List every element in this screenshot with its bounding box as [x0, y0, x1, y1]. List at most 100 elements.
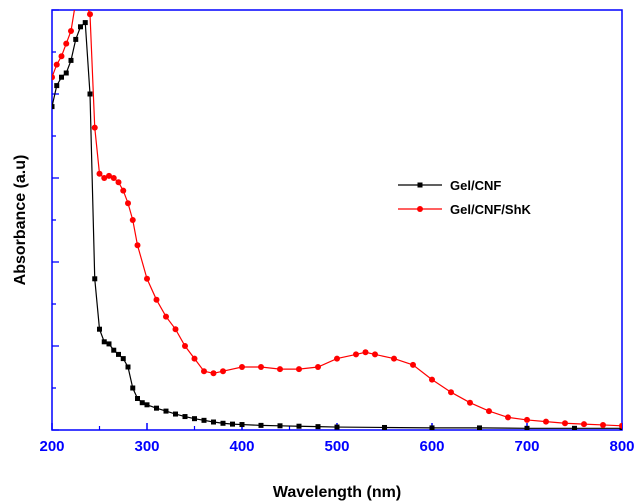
- data-point: [524, 425, 530, 430]
- series-line: [52, 10, 622, 427]
- data-point: [210, 370, 217, 377]
- data-point: [600, 421, 606, 428]
- data-point: [334, 355, 340, 362]
- x-axis-title: Wavelength (nm): [273, 484, 401, 501]
- data-point: [53, 61, 60, 68]
- legend-label: Gel/CNF/ShK: [450, 202, 532, 217]
- y-axis-ticks: [52, 9, 59, 431]
- x-tick-label: 500: [324, 438, 349, 455]
- data-point: [505, 414, 511, 421]
- data-point: [134, 242, 141, 249]
- data-point: [82, 0, 88, 5]
- data-point: [258, 364, 264, 370]
- data-point: [63, 40, 70, 47]
- series-1: [52, 0, 622, 429]
- data-point: [130, 385, 136, 391]
- plot-area-frame: [51, 9, 623, 431]
- data-point: [59, 74, 64, 80]
- data-point: [562, 420, 568, 427]
- data-point: [277, 366, 283, 373]
- data-point: [101, 339, 107, 345]
- data-point: [382, 424, 387, 430]
- data-point: [92, 276, 98, 282]
- data-point: [239, 364, 245, 370]
- data-point: [429, 425, 435, 430]
- data-point: [87, 11, 93, 18]
- data-point: [125, 364, 131, 370]
- data-point: [144, 402, 150, 408]
- data-point: [220, 368, 226, 375]
- data-point: [87, 91, 93, 97]
- data-point: [110, 175, 117, 181]
- data-point: [543, 418, 549, 425]
- data-point: [68, 57, 74, 63]
- data-point: [201, 368, 207, 375]
- series-0: [52, 20, 622, 430]
- data-point: [125, 200, 131, 207]
- series-layer: [52, 0, 622, 430]
- data-point: [524, 416, 530, 423]
- legend-entry: Gel/CNF/ShK: [398, 202, 532, 217]
- data-point: [486, 408, 492, 415]
- data-point: [572, 425, 577, 430]
- data-point: [362, 349, 369, 356]
- data-point: [277, 423, 283, 429]
- x-tick-label: 300: [134, 438, 159, 455]
- data-point: [315, 364, 321, 370]
- legend-entry: Gel/CNF: [398, 178, 501, 193]
- data-point: [173, 411, 178, 417]
- data-point: [182, 343, 188, 349]
- data-point: [78, 24, 83, 30]
- data-point: [116, 351, 121, 357]
- data-point: [230, 421, 235, 427]
- data-point: [353, 351, 359, 358]
- data-point: [91, 124, 98, 131]
- x-tick-label: 600: [419, 438, 444, 455]
- x-tick-label: 200: [39, 438, 64, 455]
- data-point: [144, 275, 150, 282]
- y-axis-title: Absorbance (a.u): [12, 155, 29, 286]
- data-point: [334, 424, 340, 430]
- data-point: [96, 170, 103, 177]
- legend-label: Gel/CNF: [450, 178, 501, 193]
- data-point: [63, 70, 69, 76]
- data-point: [477, 425, 482, 430]
- data-point: [73, 0, 79, 5]
- data-point: [211, 419, 216, 425]
- data-point: [448, 389, 454, 396]
- data-point: [139, 400, 145, 406]
- legend: Gel/CNF Gel/CNF/ShK: [398, 178, 532, 217]
- data-point: [153, 296, 160, 303]
- data-point: [192, 416, 197, 422]
- data-point: [372, 351, 378, 358]
- data-point: [135, 396, 140, 401]
- data-point: [191, 355, 198, 362]
- data-point: [73, 36, 79, 42]
- data-point: [78, 0, 84, 5]
- data-point: [52, 104, 55, 110]
- data-point: [106, 172, 112, 179]
- data-point: [101, 175, 108, 181]
- data-point: [111, 347, 117, 353]
- data-point: [391, 355, 397, 362]
- series-line: [52, 21, 622, 429]
- data-point: [410, 361, 416, 368]
- legend-marker: [417, 206, 423, 212]
- data-point: [68, 28, 74, 34]
- data-point: [120, 187, 127, 194]
- data-point: [54, 83, 60, 89]
- data-point: [58, 53, 65, 60]
- data-point: [315, 424, 321, 430]
- legend-marker: [417, 182, 423, 188]
- data-point: [182, 414, 188, 420]
- data-point: [619, 422, 622, 429]
- data-point: [581, 421, 587, 428]
- data-point: [163, 313, 169, 320]
- data-point: [82, 20, 88, 26]
- data-point: [52, 74, 55, 81]
- data-point: [120, 356, 126, 362]
- data-point: [429, 376, 435, 383]
- data-point: [154, 405, 159, 411]
- data-point: [258, 422, 264, 428]
